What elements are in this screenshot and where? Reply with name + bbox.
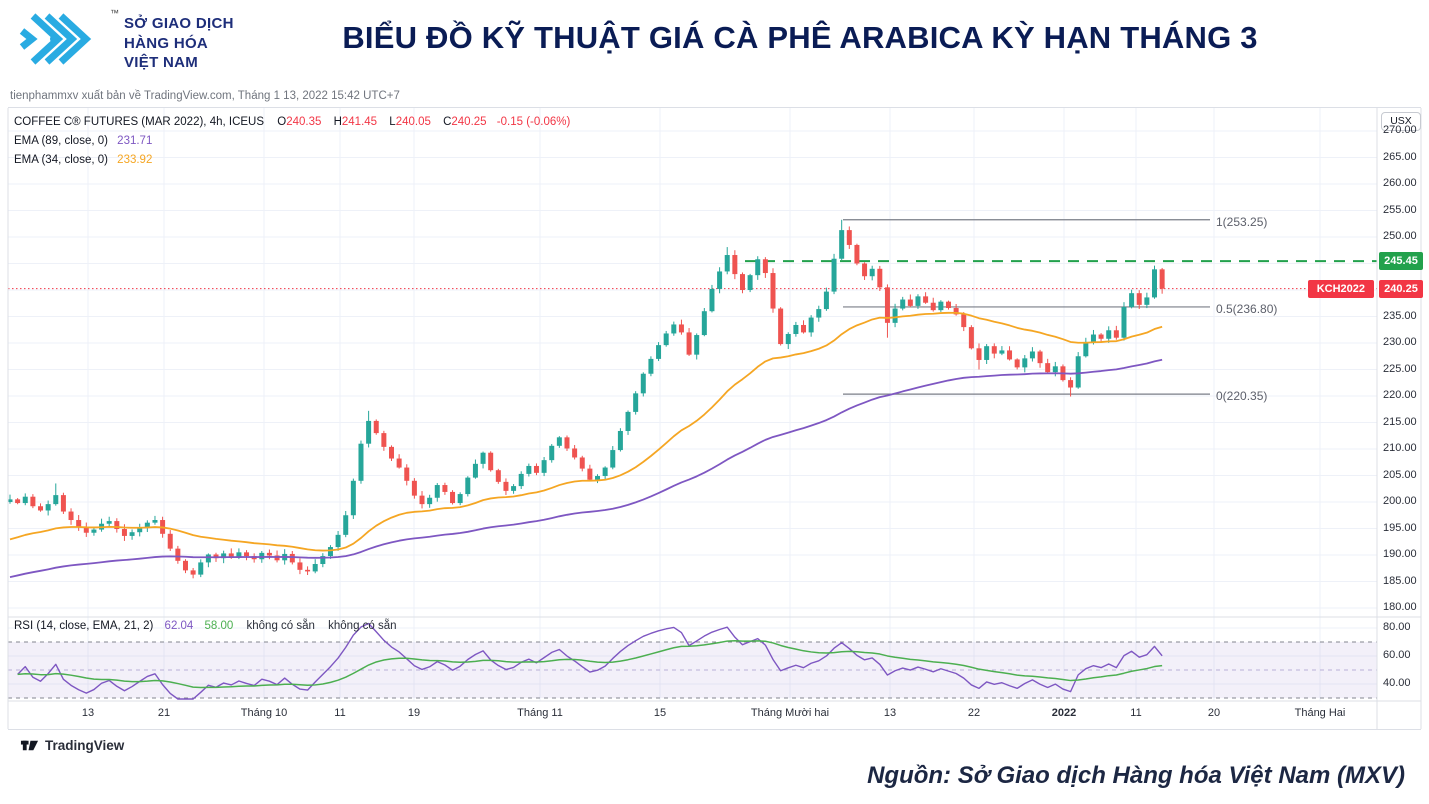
trademark-symbol: ™	[110, 8, 119, 18]
rsi-smooth-value: 58.00	[204, 620, 234, 632]
legend-ema34-row: EMA (34, close, 0) 233.92	[14, 151, 577, 170]
currency-unit-button[interactable]: USX	[1381, 112, 1421, 131]
time-tick-label: 2022	[1051, 707, 1077, 719]
rsi-legend: RSI (14, close, EMA, 21, 2) 62.04 58.00 …	[14, 620, 397, 632]
contract-price-label: KCH2022	[1307, 279, 1374, 298]
price-tick-label: 230.00	[1383, 336, 1417, 348]
legend-ema89-value: 231.71	[117, 135, 153, 147]
time-tick-label: Tháng 11	[517, 707, 563, 719]
price-tick-label: 255.00	[1383, 203, 1417, 216]
price-tick-label: 195.00	[1383, 521, 1417, 534]
time-tick-label: 13	[81, 707, 95, 719]
candlestick-series	[7, 219, 1165, 579]
legend-open-value: 240.35	[286, 116, 322, 128]
price-tick-label: 205.00	[1383, 468, 1417, 481]
publish-byline: tienphammxv xuất bản về TradingView.com,…	[10, 90, 400, 102]
legend-symbol: COFFEE C® FUTURES (MAR 2022), 4h, ICEUS	[14, 116, 265, 128]
time-tick-label: 22	[967, 707, 981, 719]
legend-close-label: C	[443, 116, 452, 128]
price-tick-label: 260.00	[1383, 177, 1417, 189]
price-tick-label: 200.00	[1383, 495, 1417, 507]
tradingview-logo-text: TradingView	[45, 738, 125, 753]
fib-level-label: 1(253.25)	[1216, 214, 1268, 229]
tradingview-logo-icon	[20, 740, 39, 751]
time-tick-label: 11	[334, 707, 346, 719]
price-tick-label: 250.00	[1383, 230, 1417, 242]
rsi-tick-label: 80.00	[1383, 621, 1411, 633]
price-tick-label: 215.00	[1383, 415, 1417, 428]
legend-ema89-row: EMA (89, close, 0) 231.71	[14, 132, 577, 151]
time-tick-label: 20	[1207, 707, 1221, 719]
rsi-value: 62.04	[164, 620, 194, 632]
time-tick-label: Tháng Hai	[1294, 707, 1346, 719]
ema-34-line	[9, 311, 1163, 552]
legend-low-label: L	[389, 116, 396, 128]
legend-high-label: H	[333, 116, 342, 128]
chart-legend: COFFEE C® FUTURES (MAR 2022), 4h, ICEUS …	[14, 113, 577, 170]
fib-level-label: 0.5(236.80)	[1216, 301, 1278, 316]
ema-89-line	[9, 358, 1163, 578]
fib-level-label: 0(220.35)	[1216, 389, 1268, 404]
time-tick-label: 13	[883, 707, 897, 719]
time-tick-label: Tháng Mười hai	[750, 707, 830, 719]
price-tick-label: 180.00	[1383, 601, 1417, 613]
price-tick-label: 265.00	[1383, 150, 1417, 163]
mxv-logo-icon	[16, 8, 108, 75]
price-tick-label: 235.00	[1383, 309, 1417, 322]
price-tick-label: 185.00	[1383, 574, 1417, 587]
price-tick-label: 220.00	[1383, 389, 1417, 401]
price-tick-label: 190.00	[1383, 548, 1417, 560]
logo-line-1: SỞ GIAO DỊCH	[124, 15, 234, 32]
legend-ema34-label: EMA (34, close, 0)	[14, 154, 108, 166]
time-tick-label: 21	[157, 707, 171, 719]
price-tick-label: 270.00	[1383, 124, 1417, 136]
legend-ema89-label: EMA (89, close, 0)	[14, 135, 108, 147]
price-tick-label: 225.00	[1383, 362, 1417, 375]
legend-ema34-value: 233.92	[117, 154, 153, 166]
logo-line-2: HÀNG HÓA	[124, 34, 209, 52]
source-credit: Nguồn: Sở Giao dịch Hàng hóa Việt Nam (M…	[867, 762, 1405, 789]
target-price-badge: 245.45	[1379, 252, 1423, 271]
tradingview-attribution[interactable]: TradingView	[20, 736, 124, 755]
page-title: BIỂU ĐỒ KỸ THUẬT GIÁ CÀ PHÊ ARABICA KỲ H…	[342, 20, 1258, 55]
legend-low-value: 240.05	[395, 116, 431, 128]
rsi-smooth-line	[17, 639, 1163, 689]
legend-close-value: 240.25	[451, 116, 487, 128]
time-tick-label: Tháng 10	[240, 707, 288, 719]
legend-open-label: O	[277, 116, 287, 128]
rsi-line	[17, 622, 1163, 700]
price-tick-label: 210.00	[1383, 442, 1417, 454]
rsi-band	[8, 642, 1377, 698]
legend-high-value: 241.45	[341, 116, 378, 128]
time-tick-label: 15	[653, 707, 667, 719]
rsi-na-1: không có sẵn	[246, 620, 315, 632]
legend-symbol-row: COFFEE C® FUTURES (MAR 2022), 4h, ICEUS …	[14, 113, 577, 132]
logo-line-3: VIỆT NAM	[124, 54, 199, 71]
time-tick-label: 19	[407, 707, 421, 719]
rsi-legend-label: RSI (14, close, EMA, 21, 2)	[14, 620, 154, 632]
last-price-badge: 240.25	[1379, 279, 1423, 298]
time-tick-label: 11	[1130, 707, 1142, 719]
rsi-tick-label: 40.00	[1383, 677, 1411, 689]
legend-change-value: -0.15 (-0.06%)	[496, 116, 571, 128]
rsi-na-2: không có sẵn	[328, 620, 397, 632]
mxv-logo-text: SỞ GIAO DỊCH HÀNG HÓA VIỆT NAM	[124, 14, 234, 73]
rsi-tick-label: 60.00	[1383, 649, 1411, 661]
